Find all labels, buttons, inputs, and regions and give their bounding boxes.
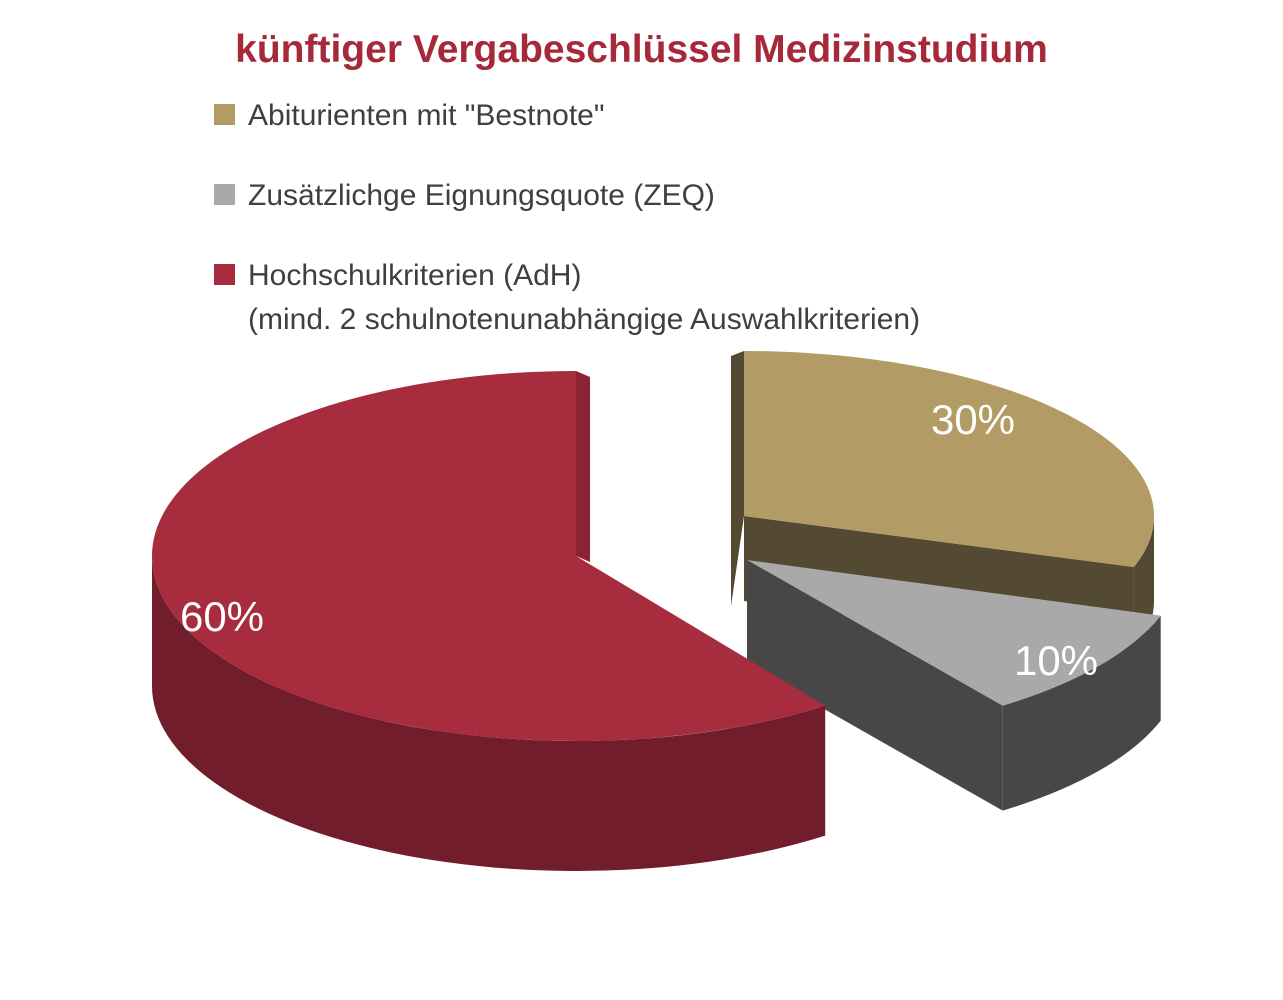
legend-label: Hochschulkriterien (AdH) (mind. 2 schuln… <box>248 254 920 342</box>
chart-title: künftiger Vergabeschlüssel Medizinstudiu… <box>235 28 1048 71</box>
legend-label-line1: Abiturienten mit "Bestnote" <box>248 99 605 132</box>
legend-label: Zusätzlichge Eignungsquote (ZEQ) <box>248 174 715 218</box>
legend-item-adh: Hochschulkriterien (AdH) (mind. 2 schuln… <box>214 254 1164 342</box>
pie-slice-label: 30% <box>931 396 1015 443</box>
pie-slice-label: 10% <box>1014 637 1098 684</box>
legend-swatch-gold <box>214 104 235 125</box>
legend-label: Abiturienten mit "Bestnote" <box>248 94 604 138</box>
legend-item-bestnote: Abiturienten mit "Bestnote" <box>214 94 1164 138</box>
legend: Abiturienten mit "Bestnote" Zusätzlichge… <box>214 94 1164 378</box>
pie-slice-label: 60% <box>180 593 264 640</box>
legend-label-line1: Hochschulkriterien (AdH) <box>248 259 582 292</box>
legend-item-zeq: Zusätzlichge Eignungsquote (ZEQ) <box>214 174 1164 218</box>
legend-swatch-red <box>214 264 235 285</box>
legend-label-line1: Zusätzlichge Eignungsquote (ZEQ) <box>248 179 715 212</box>
legend-label-line2: (mind. 2 schulnotenunabhängige Auswahlkr… <box>248 303 921 336</box>
legend-swatch-gray <box>214 184 235 205</box>
